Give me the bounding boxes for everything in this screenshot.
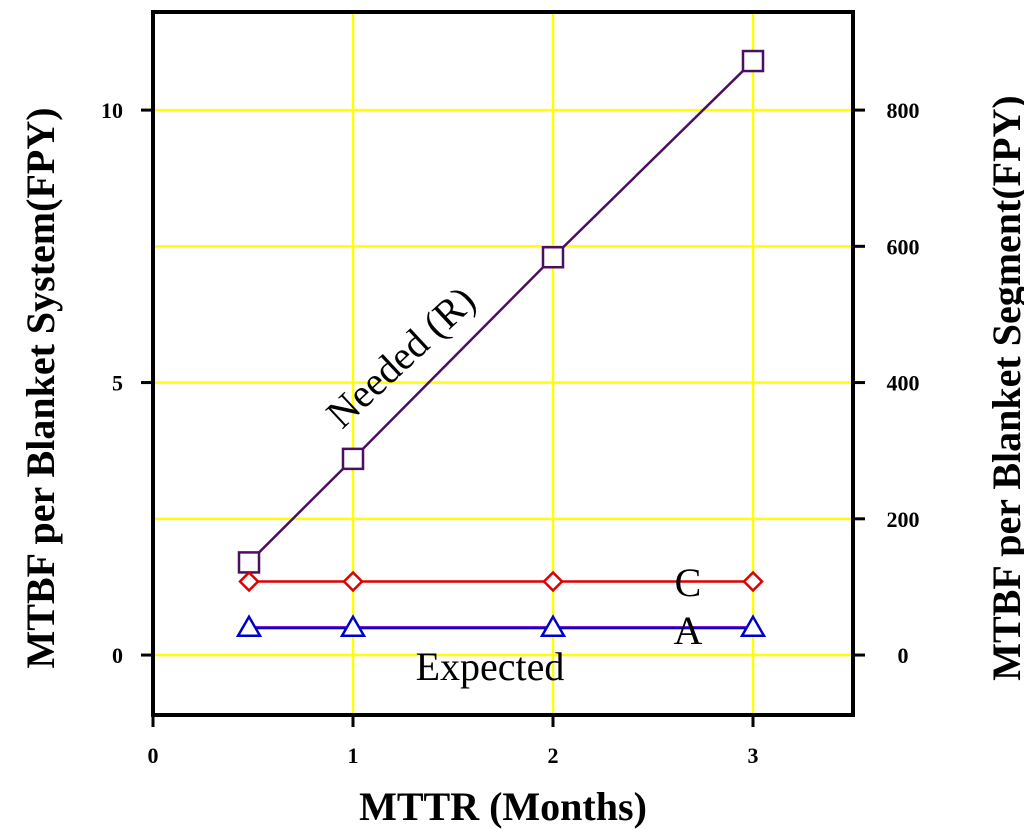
grid xyxy=(153,12,853,715)
c-series-label: C xyxy=(675,560,702,605)
y2-tick-label: 200 xyxy=(887,507,920,532)
y2-axis-title: MTBF per Blanket Segment(FPY) xyxy=(984,95,1024,681)
a-series-label: A xyxy=(674,608,703,653)
needed-square-marker xyxy=(541,245,565,269)
y2-tick-label: 600 xyxy=(887,234,920,259)
x-tick-label: 0 xyxy=(148,743,159,768)
needed-square-marker xyxy=(341,447,365,471)
x-tick-label: 3 xyxy=(748,743,759,768)
a-triangle-marker xyxy=(235,614,263,638)
expected-series-label: Expected xyxy=(416,644,565,689)
a-triangle-marker xyxy=(539,614,567,638)
series-layer xyxy=(235,49,767,638)
needed-series-line xyxy=(248,60,754,564)
y-axis-title: MTBF per Blanket System(FPY) xyxy=(18,107,63,668)
c-diamond-marker xyxy=(742,570,764,593)
c-diamond-marker xyxy=(238,570,260,593)
needed-square-marker xyxy=(741,49,765,73)
x-tick-label: 1 xyxy=(348,743,359,768)
y-tick-label: 0 xyxy=(112,643,123,668)
c-diamond-marker xyxy=(342,570,364,593)
y2-tick-label: 800 xyxy=(887,98,920,123)
y2-tick-label: 0 xyxy=(898,643,909,668)
needed-square-marker xyxy=(237,551,261,574)
plot-frame xyxy=(151,10,855,717)
x-axis-title: MTTR (Months) xyxy=(359,784,647,829)
y-tick-label: 5 xyxy=(112,371,123,396)
x-tick-label: 2 xyxy=(548,743,559,768)
needed-series-label: Needed (R) xyxy=(317,277,483,436)
axes: 0 1 2 3 0 200 400 600 800 0 5 10 xyxy=(101,98,920,768)
y-tick-label: 10 xyxy=(101,98,123,123)
c-diamond-marker xyxy=(542,570,564,593)
a-triangle-marker xyxy=(739,614,767,638)
a-triangle-marker xyxy=(339,614,367,638)
y2-tick-label: 400 xyxy=(887,371,920,396)
